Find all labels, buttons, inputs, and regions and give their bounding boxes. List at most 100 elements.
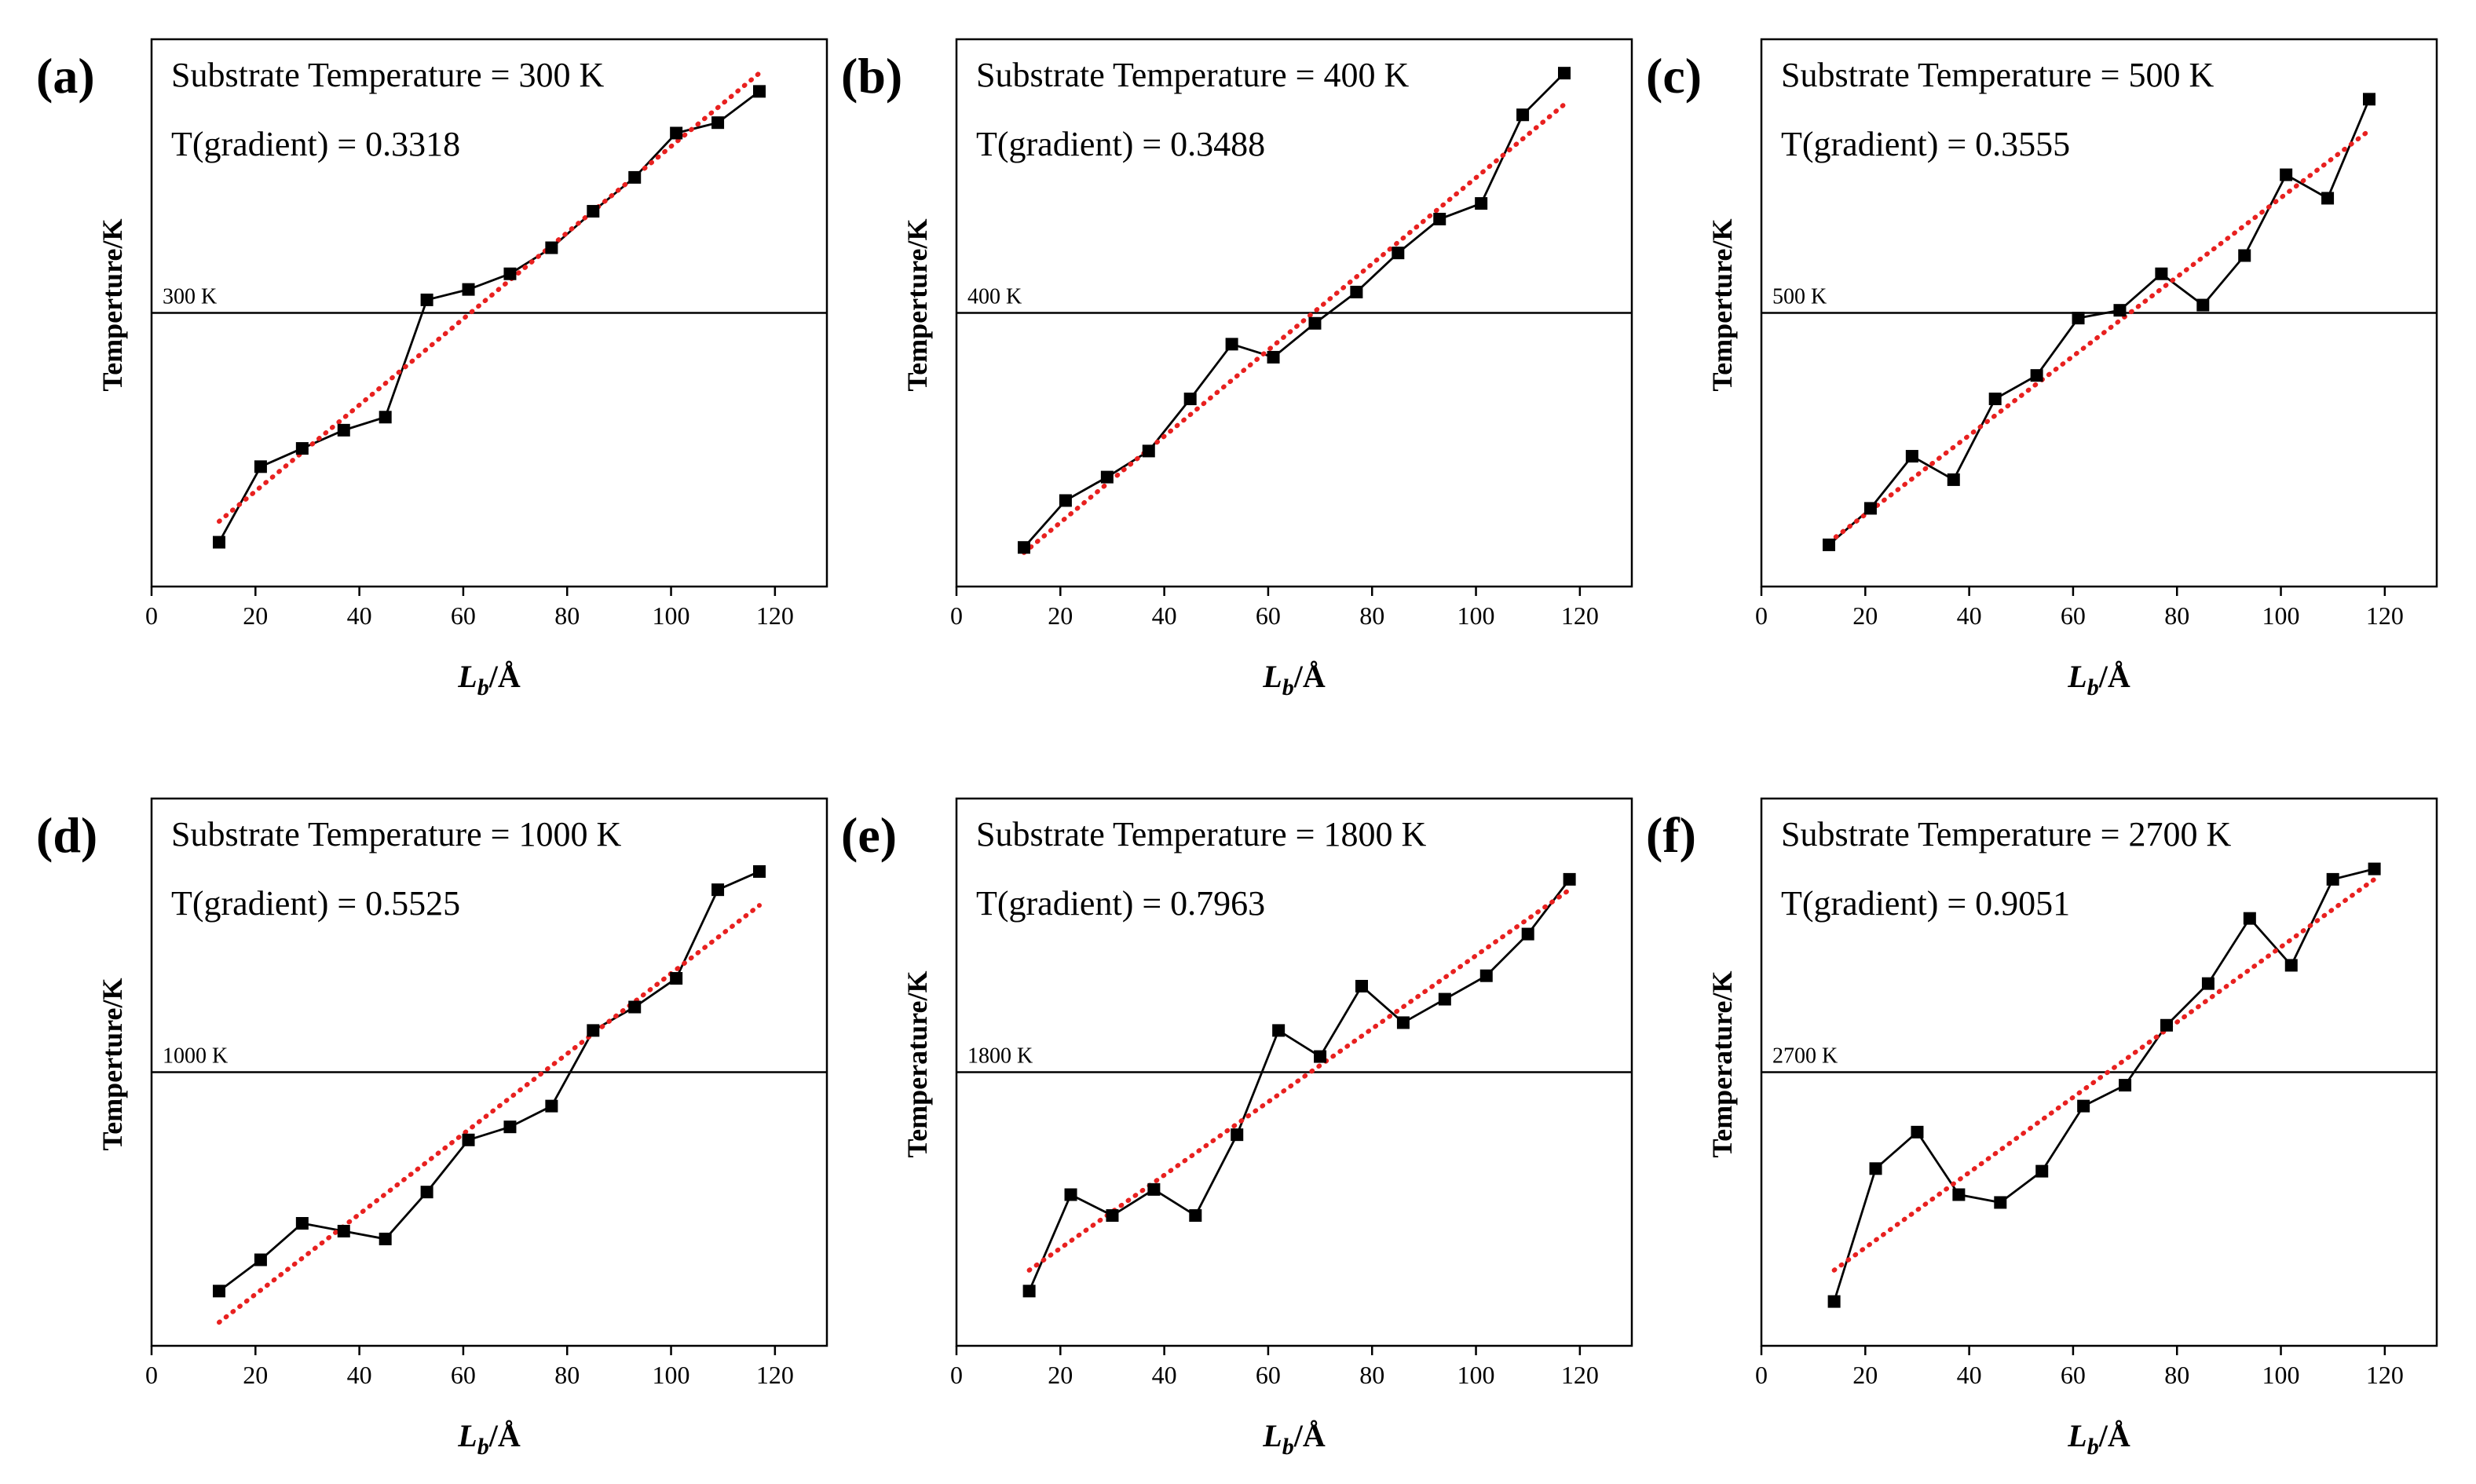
data-series-line <box>218 870 760 1292</box>
chart-title: Substrate Temperature = 400 K <box>976 56 1409 94</box>
data-point <box>1106 1209 1119 1223</box>
data-point <box>1911 1125 1924 1139</box>
x-tick-label: 40 <box>347 1361 372 1389</box>
data-point <box>2155 267 2168 280</box>
gradient-value: T(gradient) = 0.9051 <box>1781 884 2070 923</box>
x-tick-label: 100 <box>2262 601 2300 630</box>
x-tick-label: 0 <box>1755 601 1768 630</box>
data-point <box>670 126 683 140</box>
data-point <box>462 1133 475 1146</box>
chart-panel-c: 500 K 0 20 40 60 80 100 120 (c) Substrate Tempera… <box>1646 38 2438 700</box>
data-point <box>670 972 683 985</box>
gradient-value: T(gradient) = 0.3555 <box>1781 125 2070 163</box>
data-series-line <box>218 90 760 543</box>
x-tick-label: 100 <box>2262 1361 2300 1389</box>
x-tick-label: 20 <box>1852 601 1878 630</box>
data-point <box>337 1224 350 1237</box>
data-point <box>1863 502 1877 515</box>
x-tick-label: 60 <box>451 601 476 630</box>
linear-fit-line <box>1022 101 1567 555</box>
x-axis-label: Lb/Å <box>1262 659 1326 700</box>
x-tick-label: 120 <box>1561 601 1599 630</box>
chart-title: Substrate Temperature = 300 K <box>171 56 604 94</box>
data-point <box>1350 285 1363 298</box>
data-point <box>2243 912 2256 925</box>
chart-panel-d: 1000 K 0 20 40 60 80 100 120 (d) Substrate Temper… <box>36 797 828 1460</box>
linear-fit-line <box>217 903 762 1325</box>
x-tick-label: 120 <box>2366 601 2404 630</box>
reference-label: 400 K <box>967 285 1022 309</box>
data-point <box>1475 197 1488 210</box>
x-tick-label: 20 <box>1048 1361 1073 1389</box>
data-point <box>379 1232 392 1245</box>
data-point <box>1022 1285 1036 1298</box>
chart-panel-f: 2700 K 0 20 40 60 80 100 120 (f) Substrate Temper… <box>1646 797 2438 1460</box>
data-point <box>2196 298 2210 312</box>
linear-fit-line <box>1827 128 2372 545</box>
x-tick-label: 80 <box>554 601 580 630</box>
data-point <box>1355 979 1368 992</box>
data-point <box>213 1285 225 1298</box>
x-tick-label: 60 <box>2061 1361 2086 1389</box>
data-point <box>1142 444 1155 458</box>
x-tick-label: 60 <box>1256 1361 1281 1389</box>
data-point <box>753 85 766 98</box>
reference-label: 1800 K <box>967 1044 1033 1069</box>
chart-panel-b: 400 K 0 20 40 60 80 100 120 (b) Substrate Tempera… <box>841 38 1633 700</box>
x-tick-label: 60 <box>451 1361 476 1389</box>
x-tick-label: 60 <box>2061 601 2086 630</box>
y-axis-label: Temperture/K <box>902 219 933 392</box>
data-point <box>1433 213 1446 226</box>
data-point <box>711 116 725 130</box>
data-series-line <box>1028 879 1571 1292</box>
linear-fit-line <box>1026 887 1572 1273</box>
data-point <box>1558 67 1571 80</box>
data-point <box>1823 538 1835 551</box>
data-point <box>2035 1164 2049 1178</box>
data-point <box>254 1253 267 1267</box>
data-point <box>587 205 600 218</box>
data-point <box>1183 393 1197 406</box>
data-series-line <box>1022 72 1565 549</box>
data-point <box>1018 541 1030 554</box>
reference-label: 500 K <box>1772 285 1827 309</box>
data-point <box>1905 450 1918 463</box>
chart-title: Substrate Temperature = 2700 K <box>1781 815 2231 853</box>
reference-label: 1000 K <box>163 1044 228 1069</box>
y-axis-label: Temperature/K <box>902 971 933 1158</box>
x-tick-label: 0 <box>145 601 158 630</box>
data-point <box>254 460 267 473</box>
gradient-value: T(gradient) = 0.3488 <box>976 125 1265 163</box>
data-point <box>1438 992 1451 1006</box>
data-point <box>1479 969 1493 982</box>
data-point <box>2321 192 2335 205</box>
data-point <box>1267 350 1280 364</box>
data-point <box>1308 316 1322 330</box>
chart-title: Substrate Temperature = 1800 K <box>976 815 1426 853</box>
data-point <box>1100 470 1114 484</box>
y-axis-label: Temperture/K <box>97 219 128 392</box>
data-point <box>2326 872 2339 886</box>
data-point <box>1231 1128 1244 1142</box>
x-tick-label: 120 <box>1561 1361 1599 1389</box>
y-axis-label: Temperture/K <box>97 978 128 1151</box>
gradient-value: T(gradient) = 0.3318 <box>171 125 460 163</box>
data-point <box>2160 1018 2173 1032</box>
gradient-value: T(gradient) = 0.7963 <box>976 884 1265 923</box>
x-axis-label: Lb/Å <box>457 659 521 700</box>
data-point <box>1952 1188 1966 1201</box>
data-point <box>1189 1209 1202 1223</box>
data-point <box>1521 927 1534 941</box>
x-tick-label: 0 <box>1755 1361 1768 1389</box>
data-point <box>503 267 517 280</box>
data-point <box>2201 977 2215 990</box>
data-point <box>1994 1196 2007 1209</box>
linear-fit-line <box>1831 876 2377 1273</box>
data-point <box>2119 1079 2132 1092</box>
x-tick-label: 40 <box>1152 601 1177 630</box>
x-tick-label: 80 <box>1359 601 1384 630</box>
data-point <box>295 442 309 455</box>
data-point <box>337 423 350 437</box>
data-point <box>545 1099 558 1113</box>
